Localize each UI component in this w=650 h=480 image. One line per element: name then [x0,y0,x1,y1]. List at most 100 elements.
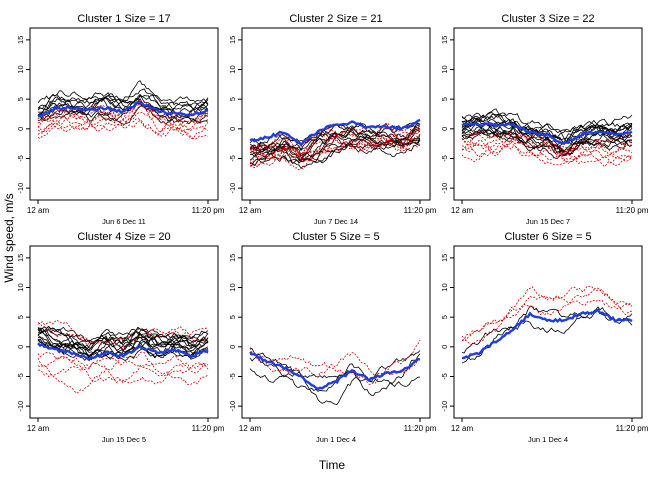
y-tick-label: -5 [16,155,25,162]
x-tick-label: 12 am [27,424,50,433]
member-series-black [461,123,633,146]
panel-frame [453,245,643,419]
y-tick-label: 0 [228,127,237,131]
member-series-black [249,122,421,170]
member-series-red [461,130,633,168]
panel-frame [241,27,431,201]
y-tick-label: 10 [228,65,237,73]
x-tick-label: 12 am [239,424,262,433]
y-tick-label: 15 [16,254,25,262]
member-series-red [461,133,633,165]
y-tick-label: 0 [16,127,25,131]
x-tick-label: 11:20 pm [192,424,225,433]
y-tick-label: 0 [440,345,449,349]
y-tick-label: 0 [440,127,449,131]
member-series-black [37,336,209,359]
y-axis-label: Wind speed, m/s [2,193,16,282]
y-tick-label: 5 [16,315,25,319]
cluster-panel-3: Cluster 3 Size = 22 -10 -5 0 5 10 15 12 am 11:20… [440,13,649,226]
member-series-black [249,353,421,397]
y-tick-label: -10 [440,183,449,194]
panel-title: Cluster 4 Size = 20 [77,231,170,243]
member-series-black [37,326,209,356]
series-group [461,285,633,364]
y-tick-label: -5 [440,155,449,162]
y-tick-label: 15 [440,36,449,44]
member-series-red [249,347,421,378]
x-tick-label: 11:20 pm [616,206,649,215]
cluster-panel-4: Cluster 4 Size = 20 -10 -5 0 5 10 15 12 am 11:20… [16,231,225,444]
member-series-red [249,339,421,385]
y-tick-label: -10 [228,401,237,412]
member-series-red [37,103,209,131]
member-series-red [37,355,209,385]
series-group [249,118,421,171]
panel-frame [29,27,219,201]
member-series-black [461,112,633,154]
y-tick-label: 10 [440,65,449,73]
panel-title: Cluster 6 Size = 5 [504,231,591,243]
x-tick-label: 11:20 pm [404,206,437,215]
y-tick-label: 15 [228,254,237,262]
cluster-panel-5: Cluster 5 Size = 5 -10 -5 0 5 10 15 12 am 11:20 … [228,231,437,444]
member-series-black [249,122,421,161]
x-date-label: Jun 1 Dec 4 [528,435,568,444]
cluster-panel-1: Cluster 1 Size = 17 -10 -5 0 5 10 15 12 am 11:20… [16,13,225,226]
y-tick-label: 15 [228,36,237,44]
member-series-red [37,104,209,139]
member-series-red [461,285,633,341]
cluster-mean-series [461,122,633,145]
panel-frame [453,27,643,201]
member-series-black [461,306,633,354]
member-series-black [37,95,209,118]
member-series-red [37,322,209,346]
y-tick-label: -5 [440,373,449,380]
y-tick-label: 15 [440,254,449,262]
member-series-red [461,132,633,166]
y-tick-label: 10 [16,65,25,73]
member-series-red [37,319,209,350]
x-date-label: Jun 15 Dec 7 [526,217,570,226]
y-tick-label: 5 [228,315,237,319]
y-tick-label: 10 [16,283,25,291]
series-group [37,80,209,140]
y-tick-label: -5 [228,155,237,162]
y-tick-label: 15 [16,36,25,44]
y-tick-label: -10 [228,183,237,194]
x-date-label: Jun 7 Dec 14 [314,217,358,226]
member-series-red [249,126,421,171]
x-tick-label: 11:20 pm [404,424,437,433]
y-tick-label: 10 [440,283,449,291]
cluster-panel-6: Cluster 6 Size = 5 -10 -5 0 5 10 15 12 am 11:20 … [440,231,649,444]
panel-title: Cluster 5 Size = 5 [292,231,379,243]
member-series-black [461,125,633,150]
x-tick-label: 12 am [27,206,50,215]
y-tick-label: 5 [228,97,237,101]
cluster-mean-series [461,308,633,360]
x-tick-label: 12 am [451,206,474,215]
member-series-red [461,286,633,346]
x-tick-label: 11:20 pm [192,206,225,215]
y-tick-label: -10 [16,401,25,412]
x-axis-label: Time [319,458,346,472]
member-series-red [37,102,209,133]
y-tick-label: -10 [440,401,449,412]
x-date-label: Jun 15 Dec 5 [102,435,146,444]
panel-title: Cluster 3 Size = 22 [501,13,594,25]
panel-frame [29,245,219,419]
x-date-label: Jun 1 Dec 4 [316,435,356,444]
member-series-red [249,124,421,162]
member-series-red [461,138,633,167]
member-series-black [249,122,421,164]
y-tick-label: -5 [228,373,237,380]
member-series-black [249,347,421,392]
y-tick-label: -10 [16,183,25,194]
cluster-mean-series [37,100,209,118]
member-series-red [461,130,633,162]
series-group [37,319,209,394]
x-tick-label: 12 am [239,206,262,215]
panel-title: Cluster 1 Size = 17 [77,13,170,25]
cluster-panel-2: Cluster 2 Size = 21 -10 -5 0 5 10 15 12 am 11:20… [228,13,437,226]
y-tick-label: 5 [16,97,25,101]
